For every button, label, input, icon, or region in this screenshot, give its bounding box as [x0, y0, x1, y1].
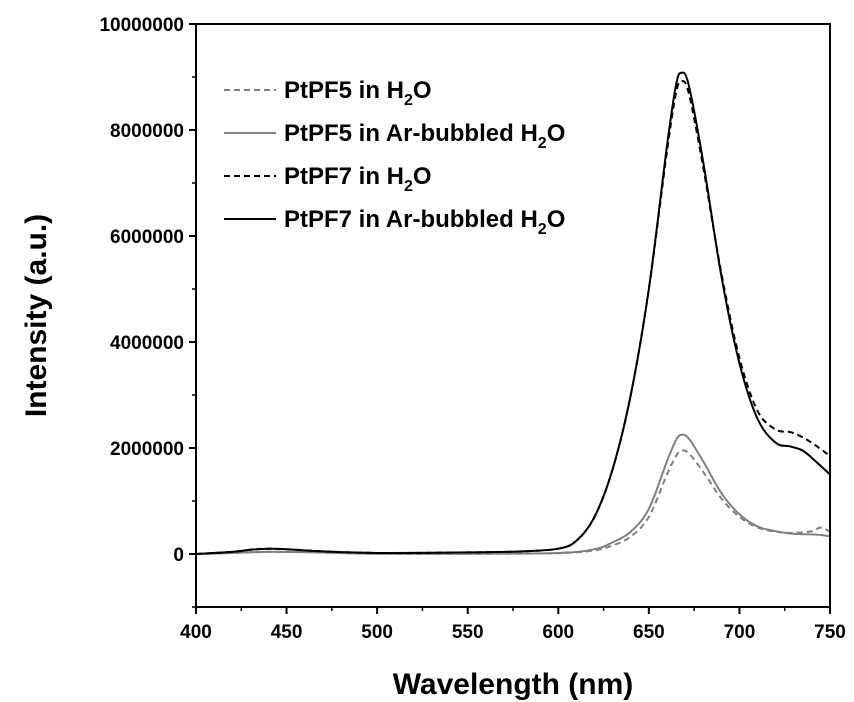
x-axis-title: Wavelength (nm) — [393, 668, 634, 701]
x-tick-label: 500 — [361, 622, 393, 643]
y-tick-label: 8000000 — [110, 121, 184, 142]
x-tick-label: 750 — [814, 622, 846, 643]
y-tick-label: 0 — [173, 545, 184, 566]
series-line-1 — [195, 449, 831, 555]
x-tick-label: 650 — [633, 622, 665, 643]
x-axis: 400 450 500 550 600 650 700 750 — [180, 607, 846, 643]
x-tick-label: 550 — [452, 622, 484, 643]
y-tick-label: 6000000 — [110, 227, 184, 248]
y-tick-label: 10000000 — [99, 15, 184, 36]
x-tick-label: 450 — [271, 622, 303, 643]
legend-label: PtPF5 in H2O — [284, 77, 432, 109]
y-axis: 0 2000000 4000000 6000000 8000000 10000000 — [99, 15, 196, 608]
series-lines — [195, 71, 831, 555]
plot-area-frame — [195, 23, 831, 608]
y-tick-label: 4000000 — [110, 333, 184, 354]
legend: PtPF5 in H2O PtPF5 in Ar-bubbled H2O PtPF7… — [224, 77, 565, 238]
legend-label: PtPF7 in H2O — [284, 163, 432, 195]
x-tick-label: 400 — [180, 622, 212, 643]
y-axis-title: Intensity (a.u.) — [20, 214, 53, 417]
legend-label: PtPF5 in Ar-bubbled H2O — [284, 120, 565, 152]
series-line-3 — [195, 80, 831, 555]
y-tick-label: 2000000 — [110, 439, 184, 460]
x-tick-label: 700 — [724, 622, 756, 643]
series-line-4 — [195, 71, 831, 555]
x-tick-label: 600 — [542, 622, 574, 643]
series-line-2 — [195, 433, 831, 555]
legend-label: PtPF7 in Ar-bubbled H2O — [284, 206, 565, 238]
